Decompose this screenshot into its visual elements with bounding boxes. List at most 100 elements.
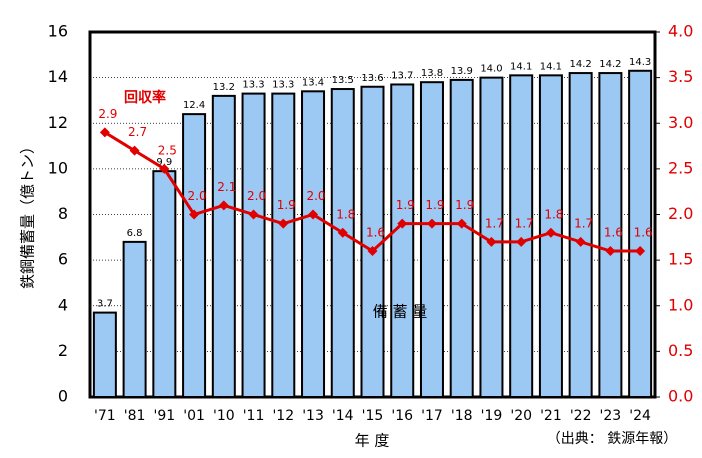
line-marker	[218, 200, 229, 211]
line-marker	[99, 127, 110, 138]
line-marker	[456, 218, 467, 229]
bar	[419, 81, 444, 398]
line-value-label: 1.8	[544, 207, 563, 221]
bar	[152, 170, 177, 398]
line-value-label: 1.6	[366, 226, 385, 240]
line-value-label: 1.9	[396, 198, 415, 212]
x-tick-label: '23	[600, 408, 622, 424]
bar	[628, 69, 653, 398]
line-marker	[605, 246, 616, 256]
x-tick-label: '13	[302, 408, 324, 424]
line-marker	[308, 209, 319, 220]
line-marker	[278, 218, 289, 229]
bar-value-label: 14.3	[629, 57, 651, 68]
y2-tick-label: 2.0	[668, 204, 693, 223]
y-tick-label: 14	[48, 67, 68, 86]
bar-value-label: 6.8	[127, 228, 143, 239]
bar-value-label: 13.2	[213, 82, 235, 93]
line-value-label: 2.0	[188, 189, 207, 203]
bar	[211, 94, 236, 398]
y2-tick-label: 3.0	[668, 113, 693, 132]
bar-value-label: 9.9	[156, 157, 172, 168]
bar-value-label: 13.4	[302, 77, 324, 88]
line-marker	[426, 218, 437, 229]
bar-value-label: 13.3	[272, 80, 294, 91]
x-tick-label: '16	[391, 408, 413, 424]
y-tick-label: 16	[48, 22, 68, 41]
line-value-label: 1.7	[485, 216, 504, 230]
x-tick-label: '81	[124, 408, 146, 424]
y-tick-label: 10	[48, 158, 68, 177]
bar	[271, 92, 296, 398]
y2-tick-label: 3.5	[668, 67, 693, 86]
line-value-label: 2.5	[158, 143, 177, 157]
bar	[241, 92, 266, 398]
line-marker	[189, 209, 200, 220]
line-value-label: 1.9	[455, 198, 474, 212]
line-marker	[367, 246, 378, 256]
line-value-label: 1.7	[574, 216, 593, 230]
bar-value-label: 13.9	[451, 66, 473, 77]
x-tick-label: '18	[451, 408, 473, 424]
line-value-label: 1.8	[336, 207, 355, 221]
y2-tick-label: 1.5	[668, 250, 693, 269]
series-label: 備 蓄 量	[373, 303, 428, 321]
series-label: 回収率	[124, 89, 166, 106]
bar-value-label: 13.6	[361, 73, 383, 84]
source-note: （出典： 鉄源年報）	[547, 431, 677, 447]
y-tick-label: 6	[58, 250, 68, 269]
bar-value-label: 14.1	[510, 61, 532, 72]
bar	[122, 240, 147, 398]
line-value-label: 1.6	[604, 226, 623, 240]
line-marker	[129, 145, 140, 156]
y-tick-label: 8	[58, 204, 68, 223]
bar-value-label: 14.2	[599, 59, 621, 70]
x-tick-label: '91	[154, 408, 176, 424]
bar	[330, 88, 355, 398]
line-marker	[516, 236, 527, 247]
line-value-label: 1.9	[425, 198, 444, 212]
line-value-label: 2.0	[306, 189, 325, 203]
bar-value-label: 14.1	[540, 61, 562, 72]
x-tick-label: '12	[272, 408, 294, 424]
y-tick-label: 0	[58, 387, 68, 406]
x-tick-label: '24	[629, 408, 651, 424]
bar	[509, 74, 534, 398]
x-tick-label: '22	[570, 408, 592, 424]
line-marker	[159, 163, 170, 174]
x-tick-label: '21	[540, 408, 562, 424]
y-axis-label: 鉄鋼備蓄量（億トン）	[19, 139, 37, 289]
bar-value-label: 13.5	[332, 75, 354, 86]
line-marker	[248, 209, 259, 220]
y2-tick-label: 1.0	[668, 295, 693, 314]
bar	[390, 83, 415, 398]
x-tick-label: '11	[243, 408, 265, 424]
bar-value-label: 13.3	[242, 80, 264, 91]
bar-value-label: 14.2	[570, 59, 592, 70]
line-value-label: 2.0	[247, 189, 266, 203]
line-marker	[397, 218, 408, 229]
line-value-label: 2.1	[217, 180, 236, 194]
line-marker	[635, 246, 646, 256]
x-tick-label: '19	[481, 408, 503, 424]
x-tick-label: '17	[421, 408, 443, 424]
line-marker	[575, 236, 586, 247]
bar	[598, 72, 623, 398]
y-tick-label: 12	[48, 113, 68, 132]
bar	[568, 72, 593, 398]
x-tick-label: '71	[94, 408, 116, 424]
bar-value-label: 12.4	[183, 100, 205, 111]
x-tick-label: '10	[213, 408, 235, 424]
x-tick-label: '14	[332, 408, 354, 424]
bar	[449, 78, 474, 398]
y2-tick-label: 0.0	[668, 387, 693, 406]
y2-tick-label: 0.5	[668, 341, 693, 360]
bar-value-label: 13.8	[421, 68, 443, 79]
line-value-label: 1.7	[515, 216, 534, 230]
bar	[92, 311, 117, 398]
line-marker	[545, 227, 556, 238]
x-axis-label: 年 度	[355, 432, 390, 450]
x-tick-label: '15	[362, 408, 384, 424]
y2-tick-label: 2.5	[668, 158, 693, 177]
